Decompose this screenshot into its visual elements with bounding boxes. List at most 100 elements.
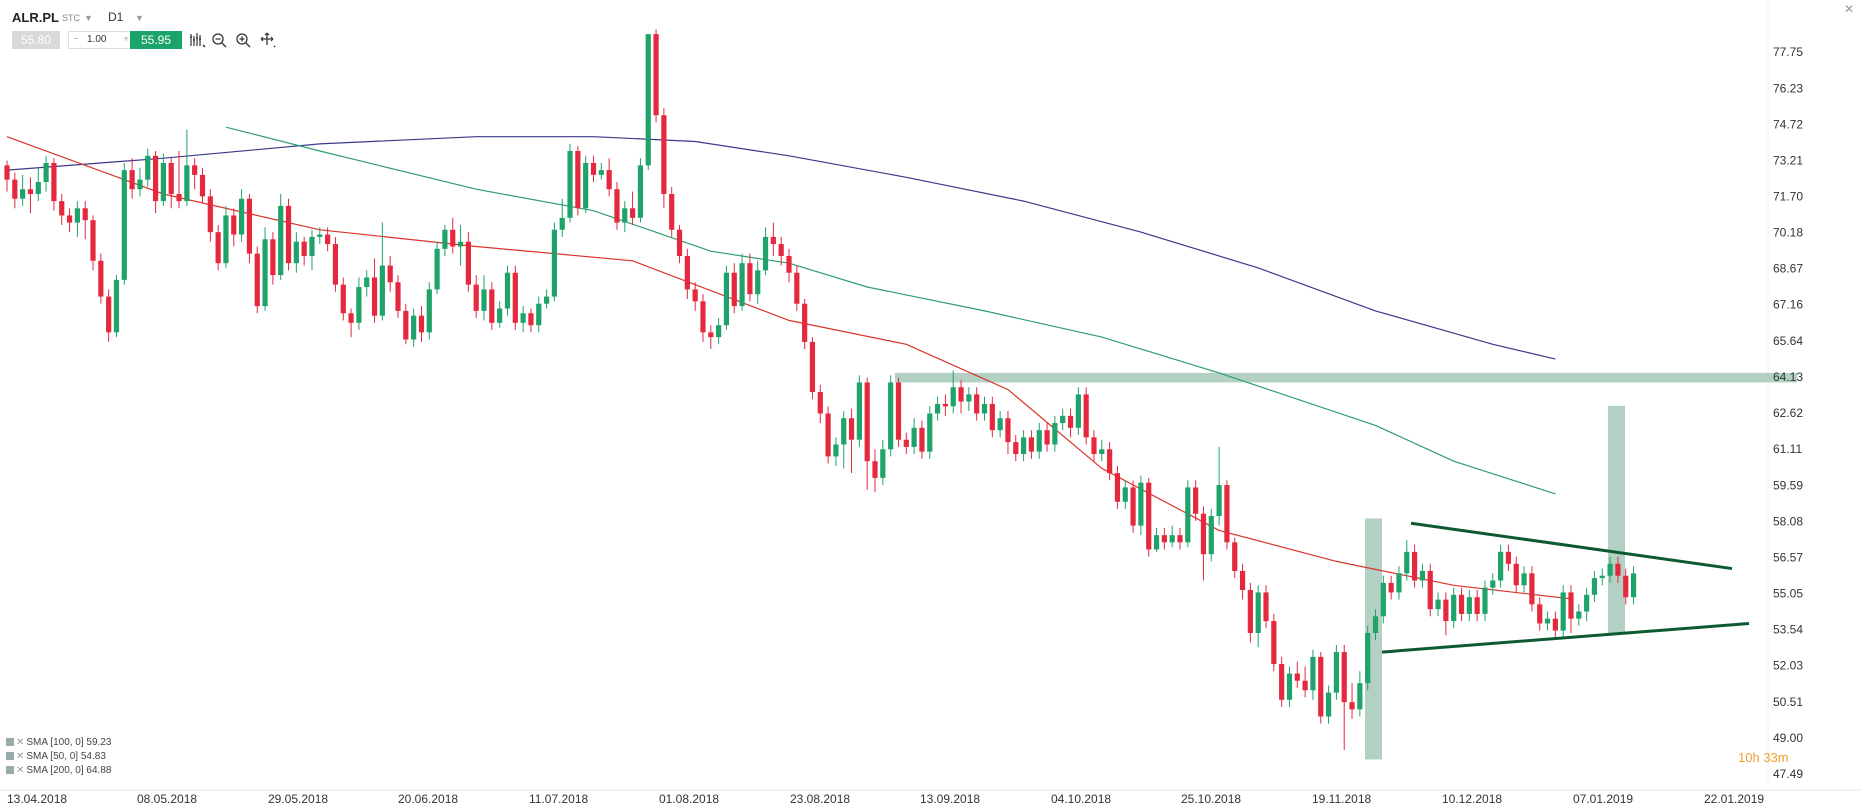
candle-body [1568,592,1574,619]
candle-body [1091,437,1097,455]
candle-body [567,151,573,218]
instrument-type-label[interactable]: STC [62,13,80,23]
candle-body [1404,551,1410,574]
sell-button[interactable]: 55.80 [12,31,60,49]
candle-body [778,244,784,257]
candle-body [598,170,604,175]
candle-body [418,315,425,333]
candle-body [1615,563,1621,576]
candle-body [1505,551,1512,564]
quantity-value[interactable]: 1.00 [87,34,107,45]
candle-body [895,382,902,440]
candle-body [192,165,198,175]
date-tick-label: 10.12.2018 [1442,792,1502,805]
candle-body [1067,415,1074,428]
crosshair-icon[interactable] [258,31,276,49]
indicator-settings-icon[interactable] [6,752,14,761]
candle-body [1576,611,1582,619]
candle-body [1630,573,1637,598]
legend-sma200[interactable]: ✕ SMA [200, 0] 64.88 [6,765,111,777]
candle-body [942,403,948,407]
candle-body [278,205,284,276]
zoom-in-icon[interactable] [234,31,252,49]
close-icon[interactable]: ✕ [16,751,25,762]
candle-body [841,418,847,445]
date-tick-label: 04.10.2018 [1051,792,1111,805]
candle-body [1224,485,1230,543]
candle-body [637,165,644,218]
candle-body [1349,702,1355,710]
candle-body [833,444,839,457]
candle-body [809,341,816,393]
candle-body [395,282,401,311]
pattern-height-bar [1365,518,1382,760]
price-tick-label: 53.54 [1773,623,1803,637]
date-tick-label: 13.09.2018 [920,792,980,805]
candle-body [1177,535,1183,543]
chart-type-icon[interactable] [188,31,206,49]
candle-body [1435,599,1441,610]
chevron-down-icon[interactable]: ▼ [135,13,144,23]
candle-body [864,382,870,462]
close-icon[interactable]: ✕ [16,765,25,776]
candle-body [1325,692,1332,717]
indicator-settings-icon[interactable] [6,766,14,775]
increase-button[interactable]: + [123,34,129,45]
candle-body [723,272,730,326]
candle-body [622,208,628,223]
price-tick-label: 47.49 [1773,767,1803,781]
candle-body [411,315,417,340]
candle-body [1591,578,1598,595]
indicator-settings-icon[interactable] [6,738,14,747]
candle-body [1099,449,1105,455]
resistance-zone [895,372,1797,383]
legend-sma100[interactable]: ✕ SMA [100, 0] 59.23 [6,737,111,749]
candle-body [364,277,370,288]
candle-body [254,253,260,307]
candle-body [1521,573,1527,586]
close-icon[interactable]: ✕ [16,737,25,748]
candle-body [1279,664,1285,700]
candle-body [152,155,159,202]
candle-body [1216,485,1222,517]
candle-body [1138,482,1144,526]
candle-body [1153,535,1160,550]
price-tick-label: 77.75 [1773,45,1803,59]
candle-body [762,236,769,271]
symbol-label[interactable]: ALR.PL [12,10,59,25]
candle-body [1044,430,1050,445]
candle-body [285,205,292,264]
price-tick-label: 65.64 [1773,334,1803,348]
legend-sma50[interactable]: ✕ SMA [50, 0] 54.83 [6,751,106,763]
candle-body [1458,594,1465,614]
candle-body [1075,394,1081,428]
candle-body [1028,437,1035,452]
legend-label: SMA [200, 0] 64.88 [26,765,112,776]
price-tick-label: 64.13 [1773,370,1803,384]
close-icon[interactable]: ✕ [1843,2,1854,16]
candle-body [755,270,761,295]
decrease-button[interactable]: − [73,34,79,45]
candle-body [1560,592,1566,631]
candle-body [59,201,65,216]
buy-button[interactable]: 55.95 [130,31,182,49]
candle-body [934,403,941,414]
candle-body [121,170,127,280]
candle-body [856,382,862,440]
date-tick-label: 19.11.2018 [1312,792,1371,805]
candle-body [1310,656,1316,691]
date-tick-label: 01.08.2018 [659,792,719,805]
candle-body [1498,551,1504,581]
candle-body [1451,594,1457,622]
zoom-out-icon[interactable] [210,31,228,49]
candle-body [1623,575,1629,598]
chevron-down-icon[interactable]: ▼ [84,13,93,23]
quantity-stepper[interactable]: − 1.00 + [68,31,134,49]
candle-body [1599,575,1605,579]
candle-body [1263,592,1269,622]
candle-body [739,263,745,307]
timeframe-selector[interactable]: D1 [108,10,124,24]
candle-body [653,34,659,116]
candle-body [481,289,487,311]
